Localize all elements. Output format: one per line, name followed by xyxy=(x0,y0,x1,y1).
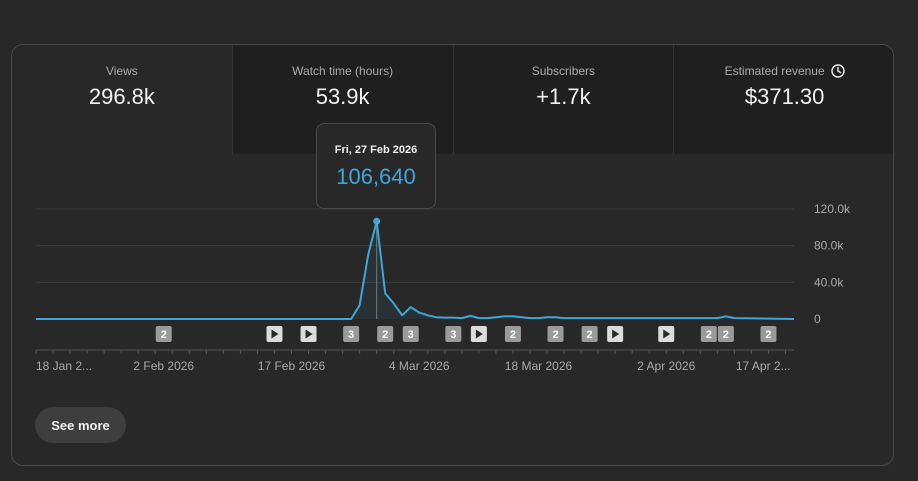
marker-box xyxy=(377,326,394,342)
video-marker[interactable] xyxy=(266,326,283,342)
badge-count: 2 xyxy=(552,329,558,341)
tab-views-label: Views xyxy=(12,64,232,78)
x-tick-label: 17 Apr 2... xyxy=(736,359,791,373)
marker-box xyxy=(155,326,172,342)
x-tick-label: 2 Feb 2026 xyxy=(133,359,194,373)
clock-icon[interactable] xyxy=(830,64,845,78)
video-count-badge[interactable]: 2 xyxy=(760,326,777,342)
play-icon xyxy=(612,329,620,339)
y-tick-label: 120.0k xyxy=(814,202,851,216)
tab-estimated-revenue-label-text: Estimated revenue xyxy=(724,64,825,78)
video-count-badge[interactable]: 2 xyxy=(377,326,394,342)
series-line xyxy=(36,220,795,320)
video-count-badge[interactable]: 2 xyxy=(547,326,564,342)
marker-box xyxy=(504,326,521,342)
video-count-badge[interactable]: 3 xyxy=(343,326,360,342)
series-area xyxy=(36,221,794,319)
tooltip-date: Fri, 27 Feb 2026 xyxy=(334,144,418,156)
marker-box xyxy=(343,326,360,342)
analytics-card: Views 296.8k Watch time (hours) 53.9k Su… xyxy=(11,44,894,466)
y-tick-label: 40.0k xyxy=(814,275,844,289)
x-tick-label: 2 Apr 2026 xyxy=(637,359,695,373)
x-tick-label: 18 Mar 2026 xyxy=(505,359,573,373)
x-tick-label: 18 Jan 2... xyxy=(36,359,92,373)
video-count-badge[interactable]: 2 xyxy=(717,326,734,342)
marker-box xyxy=(700,326,717,342)
tab-subscribers-value: +1.7k xyxy=(536,84,591,109)
tab-watch-time-value: 53.9k xyxy=(315,84,370,109)
see-more-button[interactable]: See more xyxy=(35,407,126,443)
play-icon xyxy=(305,329,313,339)
tab-estimated-revenue-label: Estimated revenue xyxy=(674,64,893,78)
play-icon xyxy=(271,329,279,339)
tab-subscribers[interactable]: Subscribers +1.7k xyxy=(453,45,675,154)
tooltip-value: 106,640 xyxy=(336,164,416,189)
video-marker[interactable] xyxy=(300,326,317,342)
metric-tabs: Views 296.8k Watch time (hours) 53.9k Su… xyxy=(12,45,893,154)
views-line-chart[interactable]: 120.0k 80.0k 40.0k 0 18 Jan 2... 2 Feb 2026 17… xyxy=(12,45,894,385)
tab-views-value: 296.8k xyxy=(88,84,155,109)
video-count-badge[interactable]: 3 xyxy=(445,326,462,342)
tab-subscribers-label-text: Subscribers xyxy=(531,64,596,78)
video-count-badge[interactable]: 3 xyxy=(402,326,419,342)
video-count-badge[interactable]: 2 xyxy=(504,326,521,342)
tab-watch-time-label: Watch time (hours) xyxy=(233,64,453,78)
marker-box xyxy=(581,326,598,342)
video-marker[interactable] xyxy=(607,326,624,342)
tab-watch-time-label-text: Watch time (hours) xyxy=(292,64,394,78)
marker-box xyxy=(402,326,419,342)
tab-views[interactable]: Views 296.8k xyxy=(12,45,233,154)
badge-count: 2 xyxy=(706,329,712,341)
marker-box xyxy=(717,326,734,342)
y-tick-label: 0 xyxy=(814,312,821,326)
y-tick-label: 80.0k xyxy=(814,239,844,253)
tab-estimated-revenue-value: $371.30 xyxy=(744,84,825,109)
video-count-badge[interactable]: 2 xyxy=(700,326,717,342)
tab-views-label-text: Views xyxy=(105,64,138,78)
badge-count: 2 xyxy=(765,329,771,341)
badge-count: 2 xyxy=(510,329,516,341)
x-tick-label: 17 Feb 2026 xyxy=(258,359,326,373)
x-tick-label: 4 Mar 2026 xyxy=(389,359,450,373)
badge-count: 3 xyxy=(450,329,456,341)
marker-box xyxy=(760,326,777,342)
badge-count: 2 xyxy=(723,329,729,341)
badge-count: 2 xyxy=(161,329,167,341)
marker-box xyxy=(445,326,462,342)
badge-count: 2 xyxy=(587,329,593,341)
video-marker[interactable] xyxy=(658,326,675,342)
play-icon xyxy=(663,329,671,339)
video-marker[interactable] xyxy=(470,326,487,342)
marker-box xyxy=(547,326,564,342)
badge-count: 2 xyxy=(382,329,388,341)
video-count-badge[interactable]: 2 xyxy=(155,326,172,342)
badge-count: 3 xyxy=(408,329,414,341)
tab-estimated-revenue[interactable]: Estimated revenue $371.30 xyxy=(674,45,893,154)
play-icon xyxy=(475,329,483,339)
chart-tooltip: Fri, 27 Feb 2026 106,640 xyxy=(316,123,436,209)
tab-subscribers-label: Subscribers xyxy=(454,64,674,78)
video-count-badge[interactable]: 2 xyxy=(581,326,598,342)
badge-count: 3 xyxy=(348,329,354,341)
highlight-point xyxy=(373,217,381,225)
